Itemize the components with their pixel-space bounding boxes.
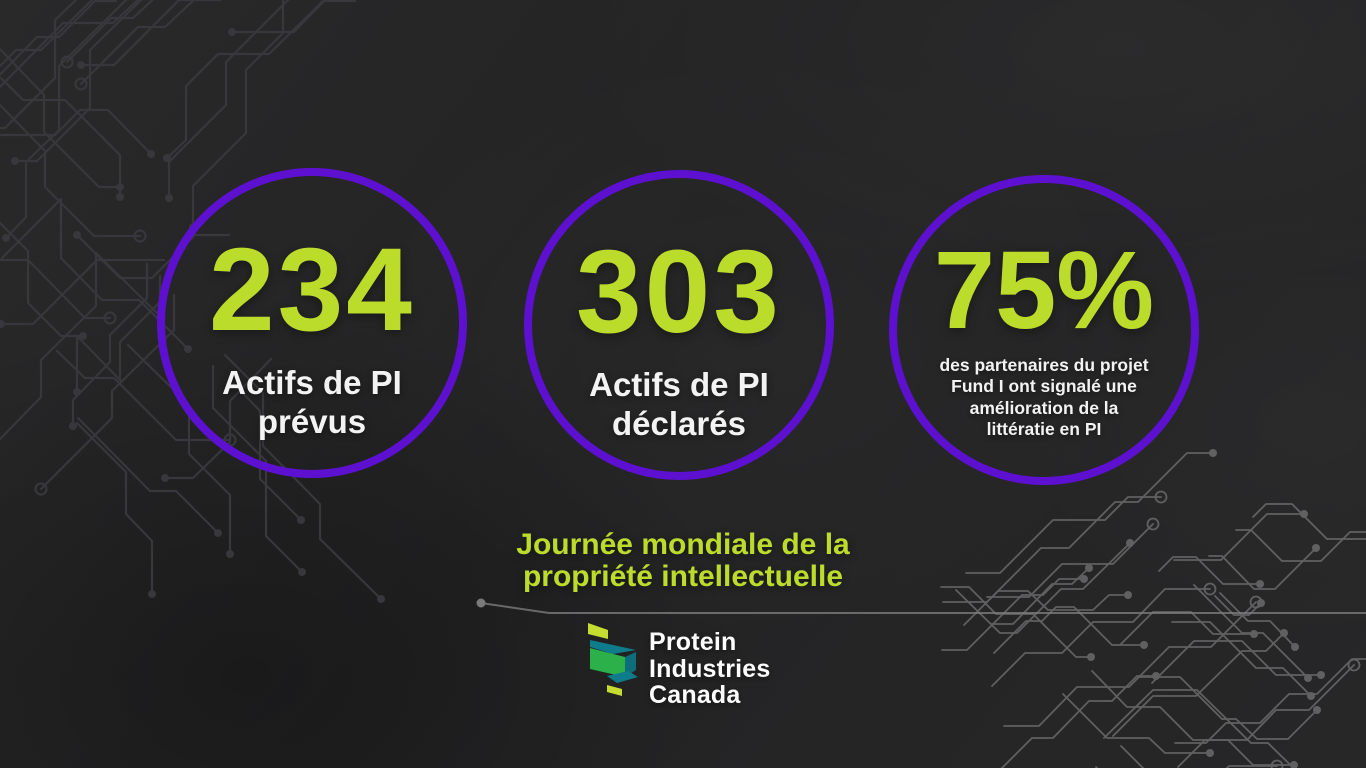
stat-label-prevus: Actifs de PI prévus (209, 363, 415, 441)
stat-content: 234 Actifs de PI prévus (209, 231, 415, 441)
logo-word-3: Canada (649, 681, 741, 709)
stat-value-prevus: 234 (209, 224, 415, 356)
stat-label-line: déclarés (612, 405, 746, 442)
connector-trace (480, 602, 1366, 614)
stat-sublabel-line: des partenaires du projet (939, 354, 1149, 375)
stat-sublabel-line: amélioration de la (969, 397, 1119, 418)
stat-sublabel-line: littératie en PI (986, 419, 1102, 439)
campaign-title: Journée mondiale de la propriété intelle… (0, 529, 1366, 592)
stat-value-declares: 303 (576, 226, 782, 358)
protein-industries-canada-logo: Protein Industries Canada (584, 617, 770, 709)
pic-logo-wordmark: Protein Industries Canada (649, 629, 770, 709)
title-line-2: propriété intellectuelle (522, 559, 844, 593)
logo-word-2: Industries (649, 654, 771, 683)
circuit-pattern-bottom-right-icon (940, 449, 1366, 768)
stat-content: 75% des partenaires du projet Fund I ont… (933, 228, 1155, 441)
stat-circle-ip-prevus: 234 Actifs de PI prévus (157, 168, 467, 478)
title-line-1: Journée mondiale de la (516, 528, 850, 561)
pic-logo-icon (588, 623, 638, 696)
stat-circle-ip-declares: 303 Actifs de PI déclarés (524, 170, 834, 480)
stat-label-line: Actifs de PI (222, 364, 402, 401)
logo-word-1: Protein (649, 628, 737, 656)
stat-sublabel-line: Fund I ont signalé une (951, 376, 1137, 396)
stat-value-litteratie: 75% (933, 228, 1155, 352)
stat-sublabel-litteratie: des partenaires du projet Fund I ont sig… (934, 355, 1154, 441)
stat-circle-litteratie: 75% des partenaires du projet Fund I ont… (889, 175, 1199, 485)
stat-label-declares: Actifs de PI déclarés (576, 365, 782, 443)
stat-label-line: Actifs de PI (589, 366, 769, 403)
stat-content: 303 Actifs de PI déclarés (576, 233, 782, 443)
stat-label-line: prévus (257, 403, 367, 440)
